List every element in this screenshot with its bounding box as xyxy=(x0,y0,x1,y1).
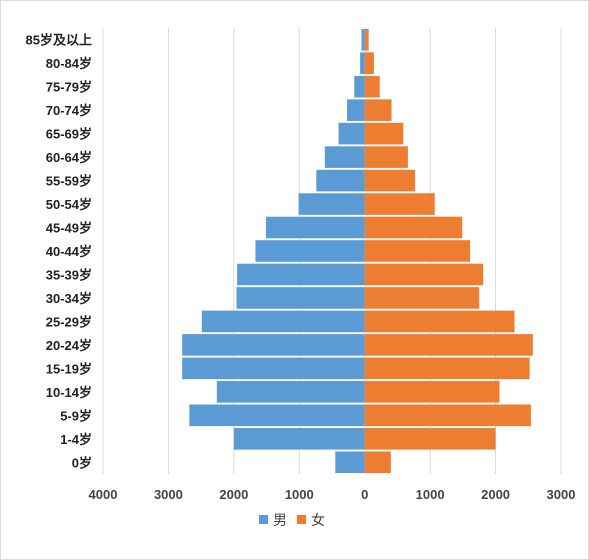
category-label: 50-54岁 xyxy=(46,197,92,212)
category-label: 15-19岁 xyxy=(46,361,92,376)
bar-female xyxy=(364,193,435,215)
bar-male xyxy=(316,169,365,192)
bar-male xyxy=(324,146,365,168)
legend: 男女 xyxy=(259,512,325,528)
bar-female xyxy=(364,451,391,474)
category-label: 40-44岁 xyxy=(46,244,92,259)
legend-label: 男 xyxy=(273,512,287,528)
bar-female xyxy=(364,146,408,168)
x-axis-tick-labels: 4000 3000 2000 1000 0 1000 2000 3000 xyxy=(89,487,576,502)
bar-male xyxy=(338,122,365,145)
bar-male xyxy=(201,310,365,333)
x-tick-label: 2000 xyxy=(219,487,248,502)
category-label: 55-59岁 xyxy=(46,174,92,189)
x-tick-label: 1000 xyxy=(285,487,314,502)
x-tick-label: 1000 xyxy=(416,487,445,502)
legend-swatch xyxy=(259,515,268,524)
category-label: 65-69岁 xyxy=(46,127,92,142)
bar-male xyxy=(237,263,365,286)
bar-female xyxy=(364,427,496,450)
category-label: 75-79岁 xyxy=(46,80,92,95)
bar-male xyxy=(354,75,365,98)
category-label: 25-29岁 xyxy=(46,314,92,329)
bar-male xyxy=(347,99,365,121)
bar-male xyxy=(236,287,365,309)
bar-male xyxy=(216,381,365,403)
category-label: 60-64岁 xyxy=(46,150,92,165)
category-label: 80-84岁 xyxy=(46,56,92,71)
legend-label: 女 xyxy=(311,512,325,528)
bar-female xyxy=(364,334,533,356)
bar-female xyxy=(364,216,463,239)
category-label: 0岁 xyxy=(72,455,92,470)
category-label: 45-49岁 xyxy=(46,221,92,236)
bar-female xyxy=(364,99,392,121)
bar-female xyxy=(364,75,380,98)
bar-female xyxy=(364,310,515,333)
bar-female xyxy=(364,240,471,262)
category-labels: 0岁 1-4岁 5-9岁 10-14岁 15-19岁 20-24岁 25-29岁 30-34岁… xyxy=(26,33,92,471)
bar-female xyxy=(364,169,416,192)
category-label: 5-9岁 xyxy=(60,408,92,423)
bar-female xyxy=(364,28,369,51)
category-label: 20-24岁 xyxy=(46,338,92,353)
bar-male xyxy=(255,240,365,262)
bar-male xyxy=(182,357,365,380)
category-label: 1-4岁 xyxy=(60,432,92,447)
category-label: 85岁及以上 xyxy=(26,33,92,48)
bar-male xyxy=(182,334,365,356)
bar-male xyxy=(361,28,365,51)
bar-female xyxy=(364,287,480,309)
bar-female xyxy=(364,404,531,427)
category-label: 70-74岁 xyxy=(46,103,92,118)
bar-female xyxy=(364,381,500,403)
bar-female xyxy=(364,263,484,286)
x-tick-label: 3000 xyxy=(154,487,183,502)
x-tick-label: 3000 xyxy=(547,487,576,502)
x-tick-label: 4000 xyxy=(89,487,118,502)
bar-female xyxy=(364,357,530,380)
bar-male xyxy=(189,404,365,427)
bars xyxy=(182,28,533,474)
legend-swatch xyxy=(297,515,306,524)
bar-male xyxy=(265,216,365,239)
x-tick-label: 0 xyxy=(361,487,368,502)
bar-male xyxy=(360,52,365,75)
bar-male xyxy=(335,451,365,474)
category-label: 30-34岁 xyxy=(46,291,92,306)
category-label: 35-39岁 xyxy=(46,267,92,282)
bar-male xyxy=(298,193,365,215)
x-tick-label: 2000 xyxy=(481,487,510,502)
bar-female xyxy=(364,122,404,145)
bar-male xyxy=(233,427,365,450)
bar-female xyxy=(364,52,374,75)
category-label: 10-14岁 xyxy=(46,385,92,400)
